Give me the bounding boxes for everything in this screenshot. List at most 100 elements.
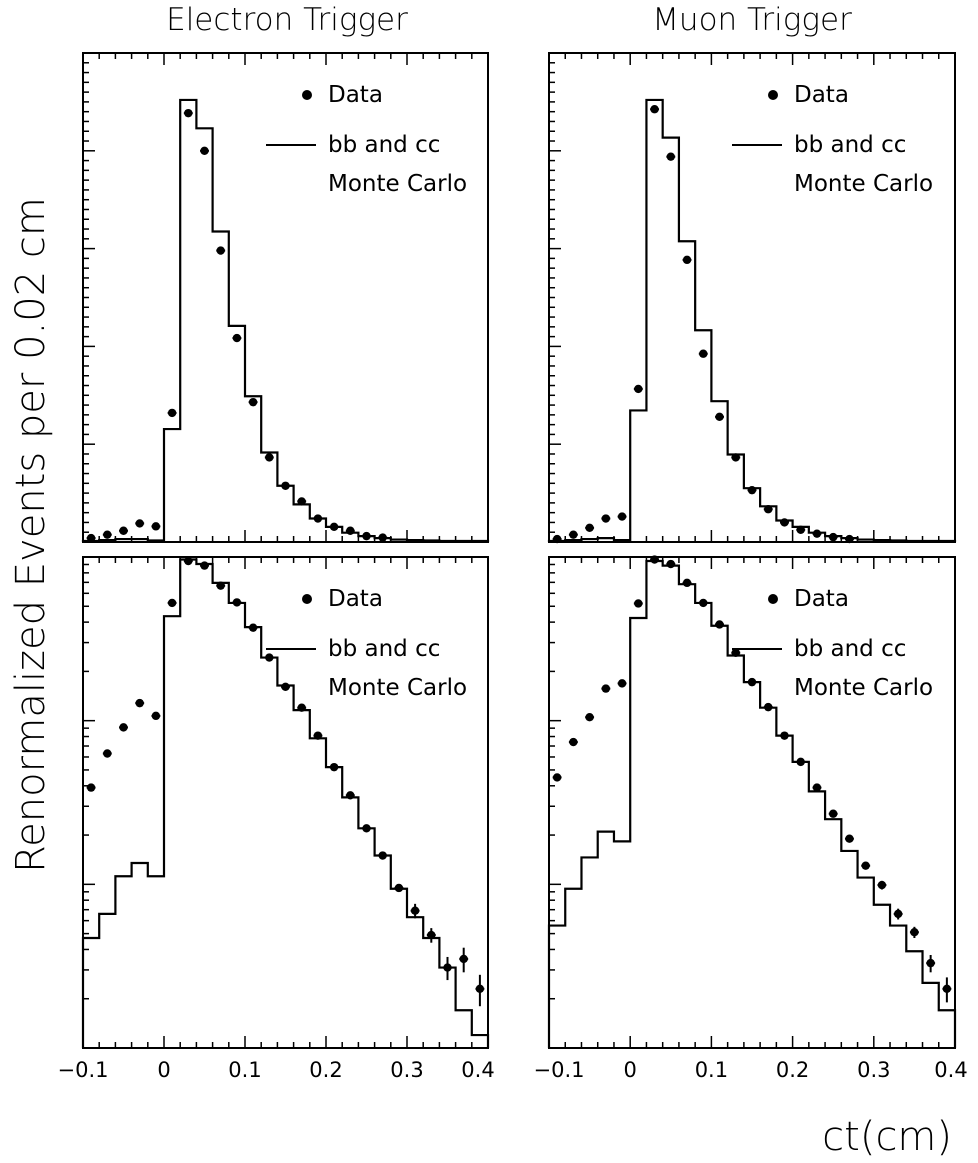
x-tick-label: 0.1 xyxy=(228,1058,261,1082)
data-point xyxy=(167,408,177,418)
data-point xyxy=(232,598,242,607)
panel-electron-log: Data bb and cc Monte Carlo −0.1 0 0.1 0.2 0.3 0.… xyxy=(58,556,495,1082)
data-point xyxy=(829,809,838,818)
data-point xyxy=(845,834,854,843)
legend-mc-label-2: Monte Carlo xyxy=(328,675,467,701)
data-point xyxy=(715,620,724,629)
data-point xyxy=(248,397,258,407)
panel-muon-log: Data bb and cc Monte Carlo −0.1 0 0.1 0.2 0.3 0.… xyxy=(534,555,968,1082)
legend-data-marker xyxy=(768,90,778,100)
data-point xyxy=(281,481,290,490)
legend-mc-label-2: Monte Carlo xyxy=(794,675,933,701)
data-point xyxy=(362,531,371,541)
x-tick-label: 0.3 xyxy=(390,1058,423,1082)
data-point xyxy=(552,534,562,544)
data-point xyxy=(650,555,659,564)
data-point xyxy=(682,578,692,588)
data-point xyxy=(216,246,225,255)
data-point xyxy=(812,783,822,792)
data-point xyxy=(552,773,562,782)
data-point xyxy=(569,530,578,539)
data-point xyxy=(845,534,854,544)
data-point xyxy=(634,384,643,394)
x-tick-label: 0.2 xyxy=(309,1058,342,1082)
data-point xyxy=(666,559,675,569)
data-point xyxy=(926,958,935,968)
data-point xyxy=(747,485,757,495)
legend-data-marker xyxy=(302,594,312,604)
data-point xyxy=(346,526,355,535)
data-point xyxy=(569,737,578,747)
data-point xyxy=(184,108,193,118)
data-point xyxy=(877,880,887,890)
plot-frame xyxy=(82,52,489,543)
data-point xyxy=(265,653,274,662)
data-point xyxy=(585,523,594,533)
data-point xyxy=(151,522,161,531)
plot-frame xyxy=(82,556,489,1049)
legend-data-marker xyxy=(768,594,778,604)
data-point xyxy=(427,930,436,940)
data-point xyxy=(617,512,627,521)
mc-histogram xyxy=(81,558,490,1048)
data-point xyxy=(151,711,161,721)
data-point xyxy=(313,514,323,523)
data-point xyxy=(780,518,789,527)
data-point xyxy=(394,883,404,893)
data-point xyxy=(297,703,306,712)
data-point xyxy=(764,505,773,514)
data-point xyxy=(601,514,611,523)
data-point xyxy=(362,824,371,833)
data-point xyxy=(410,906,420,915)
data-point xyxy=(747,677,757,687)
plot-frame xyxy=(548,52,956,543)
data-point xyxy=(232,333,242,343)
legend-mc-label: bb and cc xyxy=(328,636,440,662)
data-point xyxy=(634,599,643,608)
data-point xyxy=(731,453,740,462)
column-title-muon: Muon Trigger xyxy=(652,2,852,38)
data-point xyxy=(699,598,708,608)
data-point xyxy=(281,682,290,692)
data-point xyxy=(200,146,209,155)
x-tick-label: −0.1 xyxy=(58,1058,109,1082)
data-point xyxy=(861,861,870,870)
data-point xyxy=(313,731,323,740)
data-point xyxy=(475,984,485,993)
data-point xyxy=(666,152,675,161)
data-point xyxy=(200,561,209,570)
data-point xyxy=(184,556,193,566)
data-point xyxy=(910,927,919,937)
data-point xyxy=(650,105,659,114)
mc-histogram xyxy=(81,98,490,543)
x-tick-label: 0 xyxy=(624,1058,637,1082)
legend-data-label: Data xyxy=(328,82,383,108)
data-point xyxy=(699,349,708,358)
legend-mc-label: bb and cc xyxy=(794,636,906,662)
data-point xyxy=(682,255,692,265)
x-tick-label: −0.1 xyxy=(534,1058,585,1082)
data-point xyxy=(585,712,594,722)
data-point xyxy=(780,731,789,740)
data-point xyxy=(764,702,773,712)
data-point xyxy=(378,533,387,542)
data-point xyxy=(135,519,144,528)
data-point xyxy=(715,412,724,422)
column-title-electron: Electron Trigger xyxy=(166,2,408,38)
panels: Data bb and cc Monte Carlo Data bb and cc Mon… xyxy=(58,52,968,1082)
data-point xyxy=(459,954,468,964)
data-point xyxy=(617,679,627,688)
y-axis-title: Renormalized Events per 0.02 cm xyxy=(8,197,54,873)
legend-data-label: Data xyxy=(794,586,849,612)
data-point xyxy=(601,684,611,693)
data-point xyxy=(248,623,258,632)
data-point xyxy=(893,909,903,919)
panel-muon-linear: Data bb and cc Monte Carlo xyxy=(547,52,957,544)
data-point xyxy=(297,497,306,506)
data-point xyxy=(329,762,339,772)
mc-histogram xyxy=(547,559,957,1048)
x-tick-label: 0.2 xyxy=(776,1058,809,1082)
data-point xyxy=(346,791,355,800)
data-point xyxy=(812,529,822,538)
